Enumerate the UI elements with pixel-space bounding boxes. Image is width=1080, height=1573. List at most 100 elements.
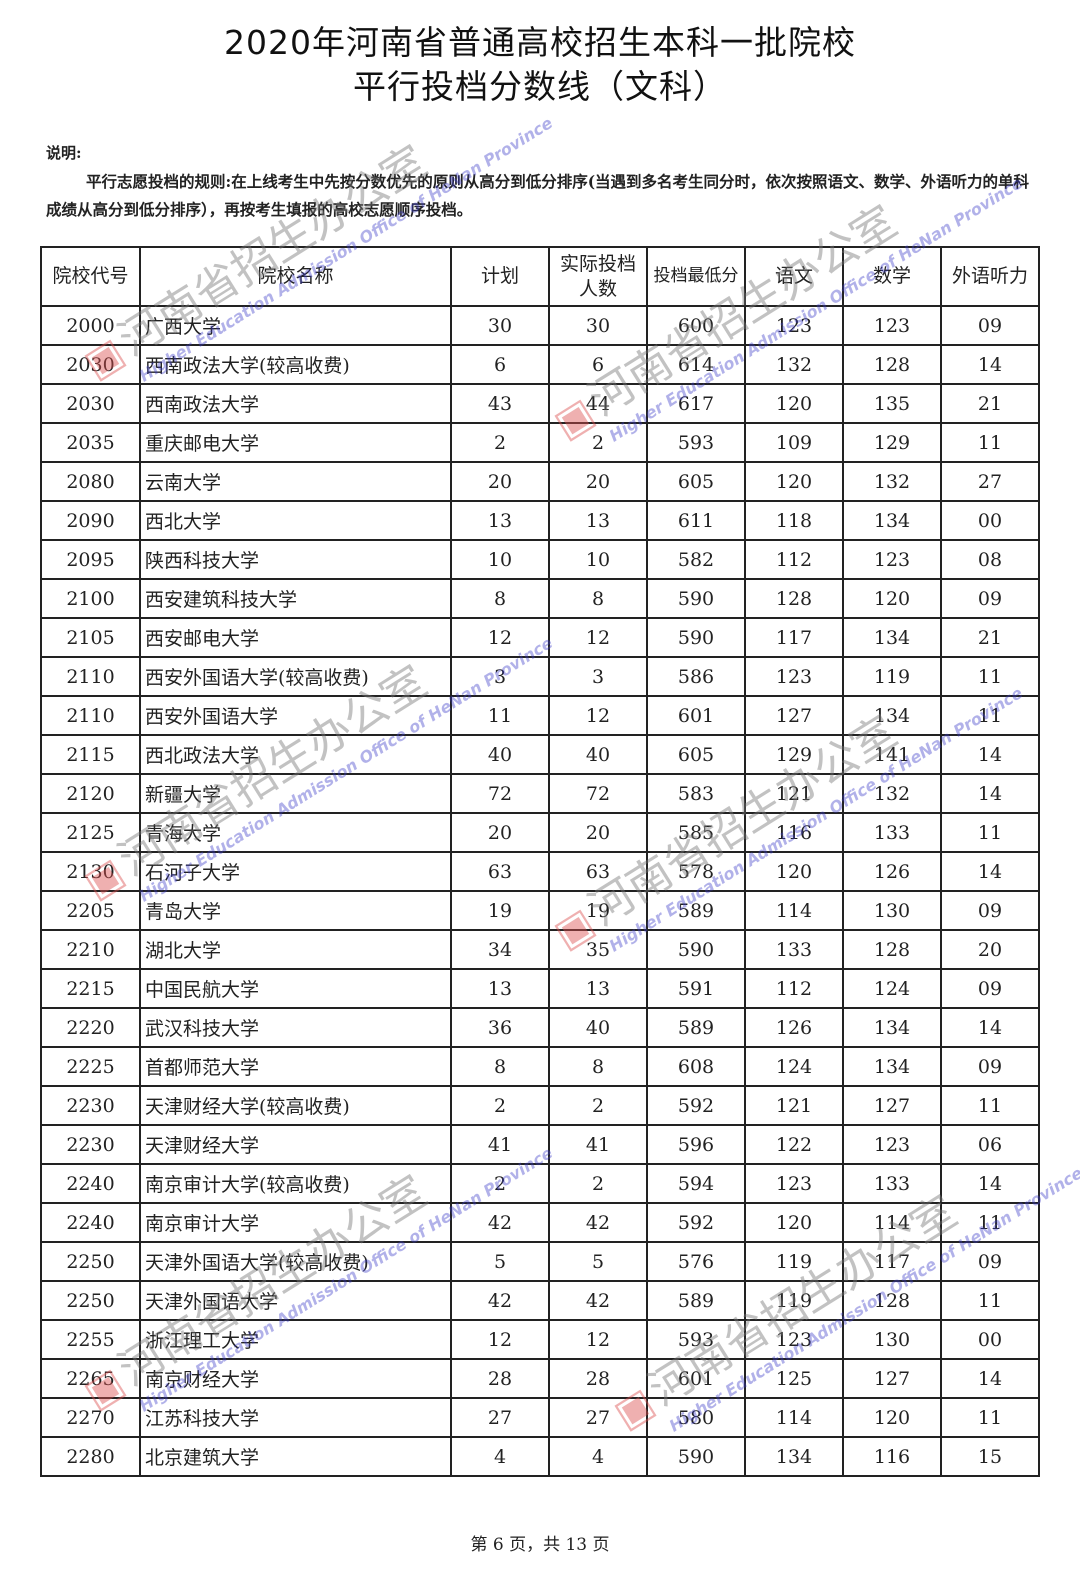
cell-school-code: 2105 [40, 617, 141, 658]
cell-school-name: 重庆邮电大学 [139, 422, 452, 463]
cell-actual-admitted: 30 [548, 305, 648, 346]
cell-school-code: 2090 [40, 500, 141, 541]
cell-chinese: 133 [744, 929, 844, 970]
cell-actual-admitted: 12 [548, 1319, 648, 1360]
cell-math: 134 [842, 500, 942, 541]
cell-listening: 09 [940, 305, 1040, 346]
table-row: 2255 浙江理工大学 12 12 593 123 130 00 [40, 1319, 1040, 1360]
page-number: 第 6 页，共 13 页 [470, 1535, 610, 1555]
cell-chinese: 123 [744, 1319, 844, 1360]
header-label: 数学 [872, 265, 911, 287]
cell-plan: 4 [450, 1436, 550, 1477]
cell-math: 133 [842, 812, 942, 853]
cell-actual-admitted: 20 [548, 812, 648, 853]
table-row: 2090 西北大学 13 13 611 118 134 00 [40, 500, 1040, 541]
cell-listening: 11 [940, 1202, 1040, 1243]
cell-chinese: 132 [744, 344, 844, 385]
table-row: 2225 首都师范大学 8 8 608 124 134 09 [40, 1046, 1040, 1087]
cell-actual-admitted: 3 [548, 656, 648, 697]
cell-plan: 13 [450, 500, 550, 541]
cell-listening: 14 [940, 734, 1040, 775]
cell-math: 114 [842, 1202, 942, 1243]
cell-chinese: 119 [744, 1280, 844, 1321]
table-row: 2250 天津外国语大学(较高收费) 5 5 576 119 117 09 [40, 1241, 1040, 1282]
cell-actual-admitted: 13 [548, 968, 648, 1009]
cell-chinese: 125 [744, 1358, 844, 1399]
cell-listening: 11 [940, 812, 1040, 853]
table-row: 2280 北京建筑大学 4 4 590 134 116 15 [40, 1436, 1040, 1477]
cell-school-name: 西北大学 [139, 500, 452, 541]
cell-actual-admitted: 2 [548, 1163, 648, 1204]
cell-math: 130 [842, 1319, 942, 1360]
cell-actual-admitted: 42 [548, 1280, 648, 1321]
cell-listening: 00 [940, 1319, 1040, 1360]
cell-chinese: 120 [744, 851, 844, 892]
cell-chinese: 120 [744, 1202, 844, 1243]
cell-actual-admitted: 6 [548, 344, 648, 385]
cell-plan: 8 [450, 1046, 550, 1087]
cell-min-score: 590 [646, 1436, 746, 1477]
cell-school-name: 天津外国语大学 [139, 1280, 452, 1321]
cell-school-code: 2030 [40, 383, 141, 424]
cell-school-code: 2095 [40, 539, 141, 580]
cell-math: 120 [842, 1397, 942, 1438]
cell-chinese: 129 [744, 734, 844, 775]
cell-plan: 11 [450, 695, 550, 736]
column-header-plan: 计划 [450, 246, 550, 307]
cell-actual-admitted: 19 [548, 890, 648, 931]
cell-school-name: 北京建筑大学 [139, 1436, 452, 1477]
cell-plan: 36 [450, 1007, 550, 1048]
cell-listening: 15 [940, 1436, 1040, 1477]
header-label: 语文 [774, 265, 813, 287]
cell-math: 132 [842, 461, 942, 502]
table-row: 2080 云南大学 20 20 605 120 132 27 [40, 461, 1040, 502]
cell-school-name: 新疆大学 [139, 773, 452, 814]
cell-school-code: 2000 [40, 305, 141, 346]
cell-min-score: 589 [646, 1007, 746, 1048]
cell-min-score: 590 [646, 929, 746, 970]
cell-school-code: 2250 [40, 1241, 141, 1282]
cell-school-code: 2280 [40, 1436, 141, 1477]
cell-school-name: 湖北大学 [139, 929, 452, 970]
cell-min-score: 596 [646, 1124, 746, 1165]
table-row: 2250 天津外国语大学 42 42 589 119 128 11 [40, 1280, 1040, 1321]
cell-plan: 19 [450, 890, 550, 931]
table-row: 2115 西北政法大学 40 40 605 129 141 14 [40, 734, 1040, 775]
header-label: 计划 [480, 265, 519, 287]
header-label: 外语听力 [951, 265, 1028, 287]
cell-actual-admitted: 40 [548, 1007, 648, 1048]
cell-plan: 43 [450, 383, 550, 424]
cell-chinese: 120 [744, 383, 844, 424]
cell-min-score: 593 [646, 1319, 746, 1360]
cell-listening: 09 [940, 1241, 1040, 1282]
cell-math: 129 [842, 422, 942, 463]
cell-chinese: 114 [744, 890, 844, 931]
cell-actual-admitted: 40 [548, 734, 648, 775]
cell-plan: 41 [450, 1124, 550, 1165]
cell-actual-admitted: 28 [548, 1358, 648, 1399]
cell-chinese: 112 [744, 968, 844, 1009]
cell-min-score: 601 [646, 1358, 746, 1399]
cell-plan: 34 [450, 929, 550, 970]
cell-min-score: 582 [646, 539, 746, 580]
cell-listening: 08 [940, 539, 1040, 580]
cell-listening: 09 [940, 578, 1040, 619]
cell-plan: 28 [450, 1358, 550, 1399]
cell-listening: 14 [940, 851, 1040, 892]
cell-school-code: 2125 [40, 812, 141, 853]
cell-listening: 21 [940, 383, 1040, 424]
cell-listening: 14 [940, 1358, 1040, 1399]
cell-listening: 14 [940, 1163, 1040, 1204]
table-row: 2230 天津财经大学(较高收费) 2 2 592 121 127 11 [40, 1085, 1040, 1126]
cell-plan: 42 [450, 1280, 550, 1321]
cell-listening: 11 [940, 422, 1040, 463]
cell-listening: 11 [940, 656, 1040, 697]
cell-chinese: 121 [744, 773, 844, 814]
cell-plan: 10 [450, 539, 550, 580]
cell-school-code: 2240 [40, 1202, 141, 1243]
header-label: 院校名称 [257, 265, 334, 287]
cell-school-code: 2080 [40, 461, 141, 502]
cell-min-score: 601 [646, 695, 746, 736]
table-row: 2230 天津财经大学 41 41 596 122 123 06 [40, 1124, 1040, 1165]
cell-math: 132 [842, 773, 942, 814]
